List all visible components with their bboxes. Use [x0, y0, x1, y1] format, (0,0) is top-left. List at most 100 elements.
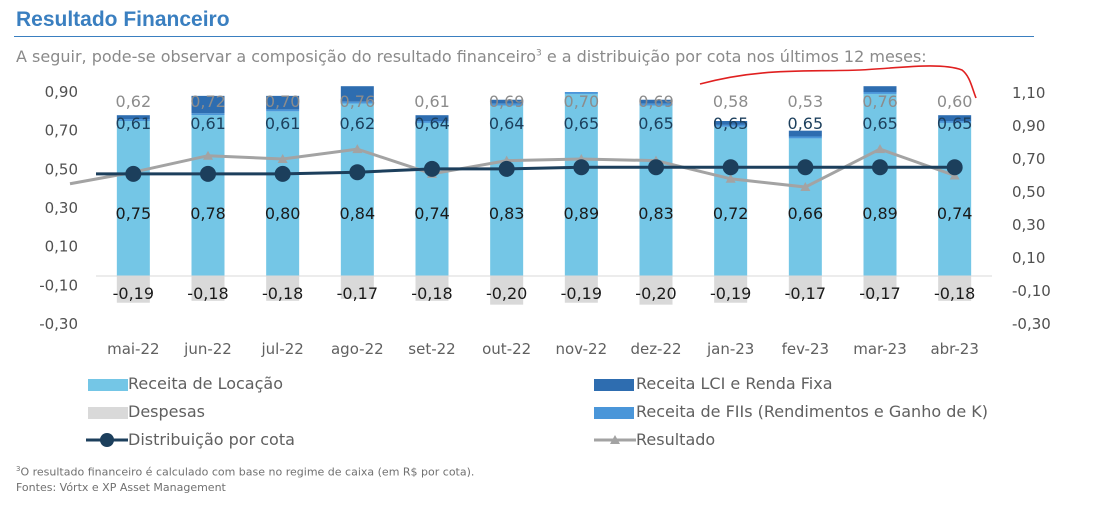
left-axis-tick-label: -0,30 [39, 315, 78, 333]
legend-marker-distribuicao [86, 433, 128, 447]
data-label-despesas: -0,19 [561, 284, 602, 303]
data-label-resultado: 0,76 [340, 92, 376, 111]
subtitle-footnote-mark: 3 [536, 48, 542, 59]
bar-despesas [938, 276, 972, 301]
bar-receita-fiis [639, 103, 673, 106]
marker-distribuicao [498, 160, 515, 177]
bar-despesas [639, 276, 673, 305]
left-axis-tick-label: 0,10 [45, 238, 78, 256]
marker-distribuicao [349, 164, 366, 181]
marker-distribuicao [872, 159, 888, 176]
x-axis-tick-label: dez-22 [630, 340, 681, 358]
data-label-despesas: -0,17 [337, 284, 378, 303]
bar-receita-fiis [340, 101, 374, 104]
data-label-receita-locacao: 0,80 [265, 204, 301, 223]
bar-receita-locacao [564, 93, 598, 276]
data-label-distribuicao: 0,61 [116, 114, 152, 133]
bar-receita-fiis [788, 136, 822, 139]
footnote-regime-caixa: 3O resultado financeiro é calculado com … [16, 465, 474, 479]
right-axis-tick-label: 0,30 [1012, 216, 1045, 234]
title-divider [14, 36, 1034, 37]
x-axis-tick-label: set-22 [408, 340, 455, 358]
data-label-receita-locacao: 0,89 [862, 204, 898, 223]
left-axis-tick-label: 0,90 [45, 83, 78, 101]
right-axis-tick-label: 0,70 [1012, 150, 1045, 168]
bar-receita-locacao [639, 105, 673, 277]
marker-resultado [203, 150, 213, 160]
marker-resultado [875, 144, 885, 154]
left-axis-tick-label: -0,10 [39, 276, 78, 294]
data-label-resultado: 0,70 [265, 92, 301, 111]
marker-distribuicao [200, 165, 216, 182]
bar-receita-lci [116, 115, 150, 120]
data-label-despesas: -0,18 [262, 284, 303, 303]
legend-label-distribuicao: Distribuição por cota [128, 430, 295, 449]
series-line-distribuicao [96, 165, 955, 176]
footnote-text: O resultado financeiro é calculado com b… [20, 465, 475, 479]
bar-receita-lci [788, 130, 822, 137]
bar-despesas [863, 276, 897, 299]
bar-receita-locacao [490, 105, 524, 277]
data-label-receita-locacao: 0,78 [190, 204, 226, 223]
data-label-distribuicao: 0,65 [937, 114, 973, 133]
marker-distribuicao [722, 159, 739, 176]
marker-distribuicao [125, 165, 142, 182]
legend-label-receita-lci: Receita LCI e Renda Fixa [636, 374, 833, 393]
bar-receita-lci [266, 95, 300, 110]
right-axis-tick-label: -0,30 [1012, 315, 1051, 333]
bar-receita-lci [340, 86, 374, 102]
data-label-receita-locacao: 0,89 [564, 204, 600, 223]
x-axis-tick-label: out-22 [482, 340, 531, 358]
data-label-despesas: -0,17 [785, 284, 826, 303]
marker-resultado [800, 182, 811, 192]
right-axis-tick-label: 0,10 [1012, 249, 1045, 267]
marker-distribuicao [424, 160, 440, 177]
bar-receita-fiis [714, 124, 748, 127]
marker-distribuicao [573, 159, 590, 176]
bar-receita-fiis [938, 121, 972, 123]
x-axis-tick-label: nov-22 [555, 340, 607, 358]
bar-receita-locacao [863, 93, 897, 276]
footnote-sources: Fontes: Vórtx e XP Asset Management [16, 481, 226, 494]
data-label-resultado: 0,62 [116, 92, 152, 111]
data-label-resultado: 0,69 [638, 92, 674, 111]
data-label-receita-locacao: 0,83 [489, 204, 525, 223]
bar-despesas [788, 276, 822, 299]
data-label-distribuicao: 0,62 [340, 114, 376, 133]
subtitle-text: A seguir, pode-se observar a composição … [16, 47, 536, 66]
bar-receita-lci [191, 95, 225, 114]
data-label-despesas: -0,20 [486, 284, 527, 303]
data-label-despesas: -0,20 [635, 284, 676, 303]
data-label-despesas: -0,18 [934, 284, 975, 303]
x-axis-tick-label: jun-22 [183, 340, 232, 358]
bar-receita-fiis [415, 121, 449, 123]
data-label-distribuicao: 0,65 [713, 114, 749, 133]
bar-receita-lci [639, 99, 673, 104]
subtitle-text-end: e a distribuição por cota nos últimos 12… [541, 47, 927, 66]
data-label-distribuicao: 0,65 [638, 114, 674, 133]
bar-despesas [564, 276, 598, 303]
data-label-distribuicao: 0,64 [414, 114, 450, 133]
x-axis-tick-label: jan-23 [706, 340, 754, 358]
left-axis-tick-label: 0,50 [45, 160, 78, 178]
x-axis-tick-label: abr-23 [930, 340, 978, 358]
chart-subtitle: A seguir, pode-se observar a composição … [16, 47, 927, 66]
legend-marker-resultado [594, 435, 636, 444]
marker-resultado [277, 154, 288, 163]
data-label-resultado: 0,70 [564, 92, 600, 111]
legend-label-despesas: Despesas [128, 402, 205, 421]
data-label-receita-locacao: 0,83 [638, 204, 674, 223]
bar-receita-locacao [266, 111, 300, 276]
data-label-resultado: 0,60 [937, 92, 973, 111]
marker-resultado [725, 173, 736, 183]
legend-label-receita-locacao: Receita de Locação [128, 374, 283, 393]
bar-receita-lci [714, 121, 748, 125]
page-title: Resultado Financeiro [16, 8, 230, 31]
bar-despesas [714, 276, 748, 303]
x-axis-tick-label: mar-23 [853, 340, 907, 358]
left-axis-tick-label: 0,70 [45, 122, 78, 140]
legend-swatch-receita-lci [594, 379, 634, 391]
footnote-mark: 3 [16, 465, 21, 473]
legend-label-receita-fiis: Receita de FIIs (Rendimentos e Ganho de … [636, 402, 989, 421]
data-label-receita-locacao: 0,72 [713, 204, 749, 223]
